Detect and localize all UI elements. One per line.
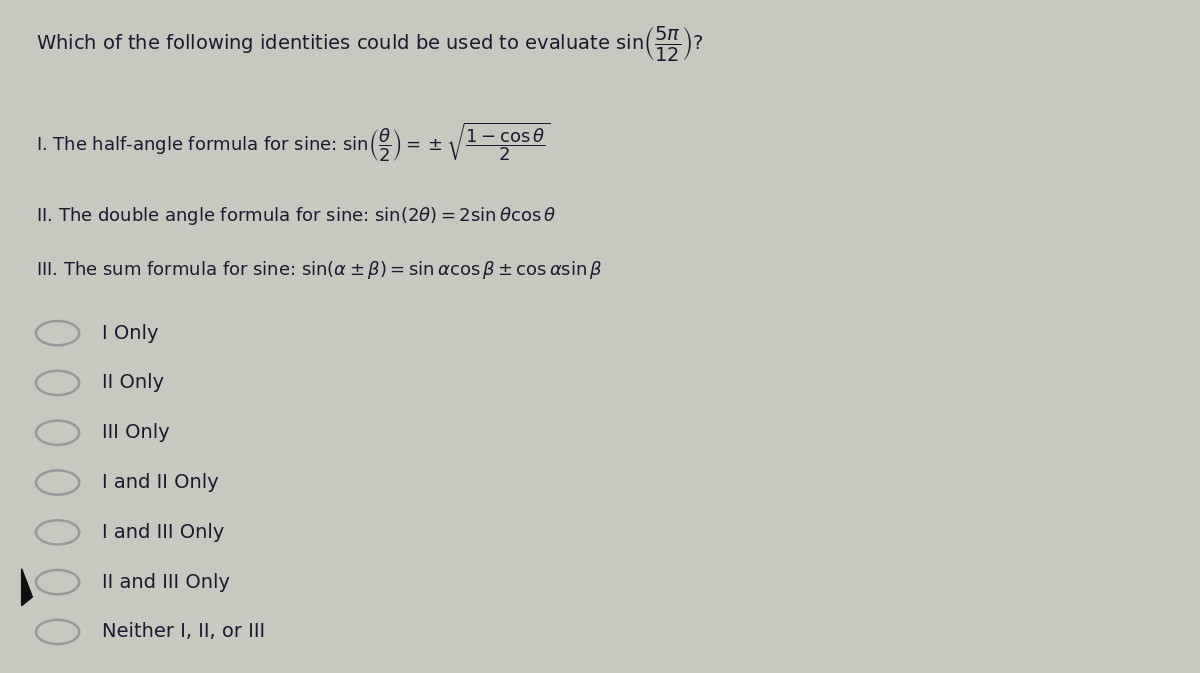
Text: II Only: II Only xyxy=(102,374,164,392)
Text: II and III Only: II and III Only xyxy=(102,573,230,592)
Polygon shape xyxy=(22,569,32,606)
Text: I Only: I Only xyxy=(102,324,158,343)
Text: Which of the following identities could be used to evaluate $\sin\!\left(\dfrac{: Which of the following identities could … xyxy=(36,24,703,63)
Text: I and III Only: I and III Only xyxy=(102,523,224,542)
Text: I and II Only: I and II Only xyxy=(102,473,218,492)
Text: II. The double angle formula for sine: $\sin(2\theta) = 2\sin\theta\cos\theta$: II. The double angle formula for sine: $… xyxy=(36,205,556,227)
Text: III. The sum formula for sine: $\sin(\alpha \pm \beta) = \sin\alpha\cos\beta \pm: III. The sum formula for sine: $\sin(\al… xyxy=(36,259,602,281)
Text: I. The half-angle formula for sine: $\sin\!\left(\dfrac{\theta}{2}\right) = \pm\: I. The half-angle formula for sine: $\si… xyxy=(36,121,550,164)
Text: Neither I, II, or III: Neither I, II, or III xyxy=(102,623,265,641)
Text: III Only: III Only xyxy=(102,423,169,442)
